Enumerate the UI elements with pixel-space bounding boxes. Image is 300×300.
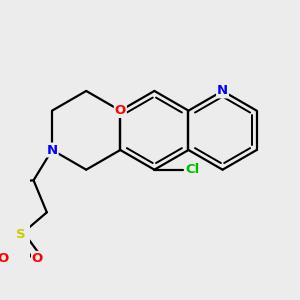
Text: Cl: Cl xyxy=(186,163,200,176)
Text: N: N xyxy=(217,85,228,98)
Text: N: N xyxy=(46,143,58,157)
Text: N: N xyxy=(217,85,228,98)
Text: O: O xyxy=(32,252,43,265)
Text: S: S xyxy=(16,228,25,242)
Text: O: O xyxy=(115,104,126,117)
Text: S: S xyxy=(16,228,25,242)
Text: O: O xyxy=(0,252,9,265)
Text: N: N xyxy=(46,143,58,157)
Text: O: O xyxy=(115,104,126,117)
